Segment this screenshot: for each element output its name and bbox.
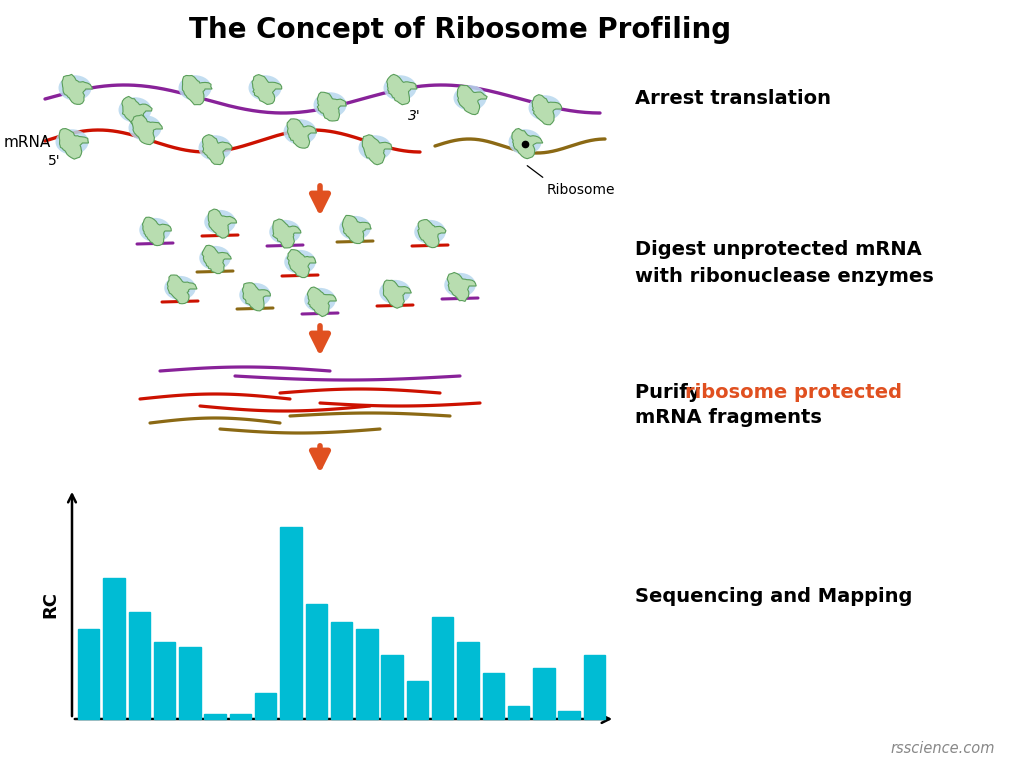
Bar <box>281 527 302 719</box>
Text: The Concept of Ribosome Profiling: The Concept of Ribosome Profiling <box>189 16 731 44</box>
Polygon shape <box>387 74 417 105</box>
Polygon shape <box>203 135 232 165</box>
Polygon shape <box>59 129 88 159</box>
Text: ribosome protected: ribosome protected <box>685 383 902 402</box>
Text: 3': 3' <box>408 109 421 123</box>
Ellipse shape <box>379 280 411 304</box>
Polygon shape <box>142 217 171 246</box>
Text: Sequencing and Mapping: Sequencing and Mapping <box>635 587 912 605</box>
Bar <box>482 673 504 719</box>
Bar <box>129 611 150 719</box>
Polygon shape <box>122 96 153 126</box>
Text: Digest unprotected mRNA
with ribonuclease enzymes: Digest unprotected mRNA with ribonucleas… <box>635 241 934 286</box>
Polygon shape <box>447 272 476 301</box>
Ellipse shape <box>58 76 91 100</box>
Bar <box>432 617 454 719</box>
Ellipse shape <box>339 216 371 240</box>
Bar <box>534 668 555 719</box>
Text: RC: RC <box>41 591 59 618</box>
Bar <box>205 714 226 719</box>
Polygon shape <box>317 93 346 121</box>
Text: 5': 5' <box>48 154 60 168</box>
Polygon shape <box>131 115 163 145</box>
Ellipse shape <box>178 76 212 100</box>
Text: Ribosome: Ribosome <box>547 183 615 197</box>
Bar <box>103 578 125 719</box>
Bar <box>407 681 428 719</box>
Ellipse shape <box>200 246 230 270</box>
Text: rsscience.com: rsscience.com <box>891 741 995 756</box>
Ellipse shape <box>119 97 152 123</box>
Polygon shape <box>202 245 231 274</box>
Polygon shape <box>287 119 316 148</box>
Text: mRNA: mRNA <box>4 136 51 150</box>
Bar <box>229 714 251 719</box>
Text: mRNA fragments: mRNA fragments <box>635 409 822 427</box>
Polygon shape <box>362 135 392 165</box>
Ellipse shape <box>509 130 542 154</box>
Ellipse shape <box>269 220 301 244</box>
Bar <box>558 712 580 719</box>
Bar <box>331 621 352 719</box>
Bar <box>179 648 201 719</box>
Ellipse shape <box>240 283 270 307</box>
Polygon shape <box>208 209 237 238</box>
Ellipse shape <box>204 210 236 234</box>
Ellipse shape <box>139 218 171 242</box>
Polygon shape <box>62 74 92 104</box>
Polygon shape <box>287 250 316 278</box>
Bar <box>584 655 605 719</box>
Ellipse shape <box>454 86 486 110</box>
Bar <box>305 604 327 719</box>
Ellipse shape <box>415 220 445 244</box>
Polygon shape <box>307 287 336 317</box>
Bar <box>458 642 478 719</box>
Polygon shape <box>512 129 543 159</box>
Text: Purify: Purify <box>635 383 708 402</box>
Bar <box>356 629 378 719</box>
Ellipse shape <box>128 115 162 140</box>
Ellipse shape <box>284 120 316 144</box>
Ellipse shape <box>249 76 282 100</box>
Ellipse shape <box>528 96 561 120</box>
Bar <box>255 693 276 719</box>
Polygon shape <box>272 219 301 248</box>
Polygon shape <box>418 220 445 247</box>
Ellipse shape <box>304 288 336 312</box>
Polygon shape <box>342 215 371 244</box>
Bar <box>154 642 175 719</box>
Ellipse shape <box>199 135 231 160</box>
Polygon shape <box>182 76 212 105</box>
Ellipse shape <box>285 250 315 274</box>
Polygon shape <box>167 275 197 304</box>
Polygon shape <box>243 283 270 311</box>
Ellipse shape <box>384 76 417 100</box>
Bar <box>508 706 529 719</box>
Ellipse shape <box>313 93 346 117</box>
Polygon shape <box>252 75 282 104</box>
Polygon shape <box>458 85 487 115</box>
Ellipse shape <box>164 276 196 300</box>
Ellipse shape <box>444 273 476 297</box>
Polygon shape <box>383 280 412 308</box>
Text: Arrest translation: Arrest translation <box>635 89 831 109</box>
Ellipse shape <box>55 130 88 154</box>
Polygon shape <box>532 95 562 125</box>
Ellipse shape <box>358 135 391 160</box>
Bar <box>381 655 402 719</box>
Bar <box>78 629 99 719</box>
